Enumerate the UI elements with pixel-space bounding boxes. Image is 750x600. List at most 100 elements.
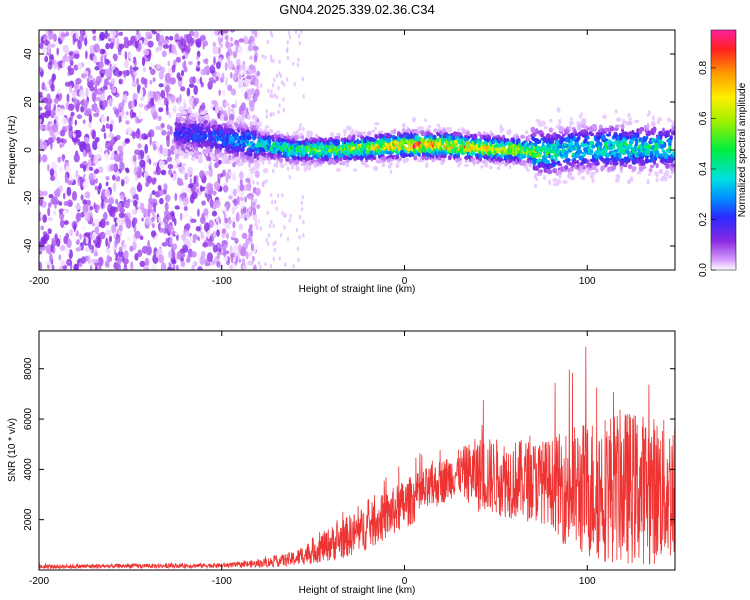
spectrogram-cell [89,205,94,211]
spectrogram-cell [277,109,280,115]
spectrogram-cell [341,161,346,166]
spectrogram-cell [75,103,80,112]
spectrogram-cell [268,223,272,228]
spectrogram-cell [278,155,284,159]
spectrogram-cell [278,59,281,64]
spectrogram-cell [222,89,226,97]
spectrogram-cell [353,168,358,172]
spectrogram-cell [68,123,72,131]
spectrogram-cell [166,124,171,130]
spectrogram-cell [121,216,126,226]
spectrogram-cell [652,126,657,133]
spectrogram-cell [49,53,54,61]
spectrogram-cell [152,111,158,120]
spectrogram-cell [92,54,97,64]
spectrogram-cell [192,234,198,241]
spectrogram-cell [557,163,563,167]
spectrogram-cell [375,134,379,139]
spectrogram-cell [66,186,72,197]
spectrogram-cell [145,181,150,187]
spectrogram-cell [500,127,505,132]
spectrogram-cell [267,88,270,94]
spectrogram-cell [580,112,583,117]
spectrogram-cell [180,260,186,268]
spectrogram-cell [586,136,590,140]
spectrogram-cell [86,199,91,207]
spectrogram-cell [220,43,223,48]
spectrogram-cell [183,110,187,115]
spectrogram-cell [335,157,340,164]
spectrogram-cell [51,264,55,270]
spectrogram-cell [157,115,162,122]
spectrogram-cell [71,190,78,201]
spectrogram-cell [431,154,435,159]
spectrogram-cell [577,135,581,141]
spectrogram-cell [73,64,79,71]
spectrogram-cell [115,198,118,205]
spectrogram-cell [628,117,632,121]
spectrogram-cell [286,55,290,61]
spectrogram-cell [143,171,149,178]
spectrogram-cell [432,134,437,141]
spectrogram-cell [658,168,664,174]
spectrogram-cell [94,136,100,143]
spectrogram-cell [53,103,57,111]
spectrogram-cell [237,116,243,122]
spectrogram-cell [275,95,279,100]
spectrogram-cell [155,30,162,33]
spectrogram-cell [573,129,577,134]
spectrogram-cell [97,234,100,245]
spectrogram-cell [441,158,446,163]
spectrogram-cell [218,36,222,46]
spectrogram-cell [98,182,102,190]
spectrogram-cell [647,145,652,149]
spectrogram-cell [232,188,237,197]
spectrogram-cell [148,61,155,68]
spectrogram-cell [395,162,400,169]
spectrogram-cell [227,84,233,92]
spectrogram-cell [298,126,303,131]
spectrogram-cell [241,213,246,219]
spectrogram-cell [568,125,572,131]
spectrogram-cell [512,160,516,166]
spectrogram-cell [162,216,169,225]
spectrogram-cell [140,95,144,101]
spectrogram-cell [170,210,175,217]
spectrogram-cell [125,168,130,174]
spectrogram-cell [147,239,151,250]
spectrogram-cell [535,128,539,135]
spectrogram-cell [236,64,240,70]
spectrogram-cell [73,153,80,163]
spectrogram-cell [109,123,113,133]
spectrogram-cell [76,114,83,120]
spectrogram-cell [386,150,391,155]
spectrogram-cell [54,177,60,188]
spectrogram-cell [103,198,109,204]
spectrogram-cell [249,141,254,145]
spectrogram-cell [73,53,80,59]
spectrogram-cell [527,134,531,140]
spectrogram-cell [125,111,129,116]
spectrogram-cell [285,158,290,162]
spectrogram-cell [252,255,255,262]
spectrogram-cell [77,129,81,139]
spectrogram-xtick-label: -200 [29,276,49,287]
colorbar-tick-label: 0.2 [698,212,709,226]
spectrogram-cell [203,66,206,76]
spectrogram-cell [205,152,209,157]
spectrogram-cell [250,229,254,237]
spectrogram-cell [204,188,207,194]
spectrogram-cell [97,256,104,267]
spectrogram-cell [413,155,418,161]
spectrogram-cell [229,72,233,79]
spectrogram-cell [148,158,152,165]
spectrogram-cell [615,178,620,183]
spectrogram-cell [288,175,292,180]
spectrogram-cell [286,236,290,242]
spectrogram-cell [302,126,305,132]
spectrogram-cell [371,129,375,133]
spectrogram-cell [91,104,95,112]
spectrogram-cell [41,154,48,163]
spectrogram-cell [114,108,120,115]
spectrogram-cell [201,212,205,222]
